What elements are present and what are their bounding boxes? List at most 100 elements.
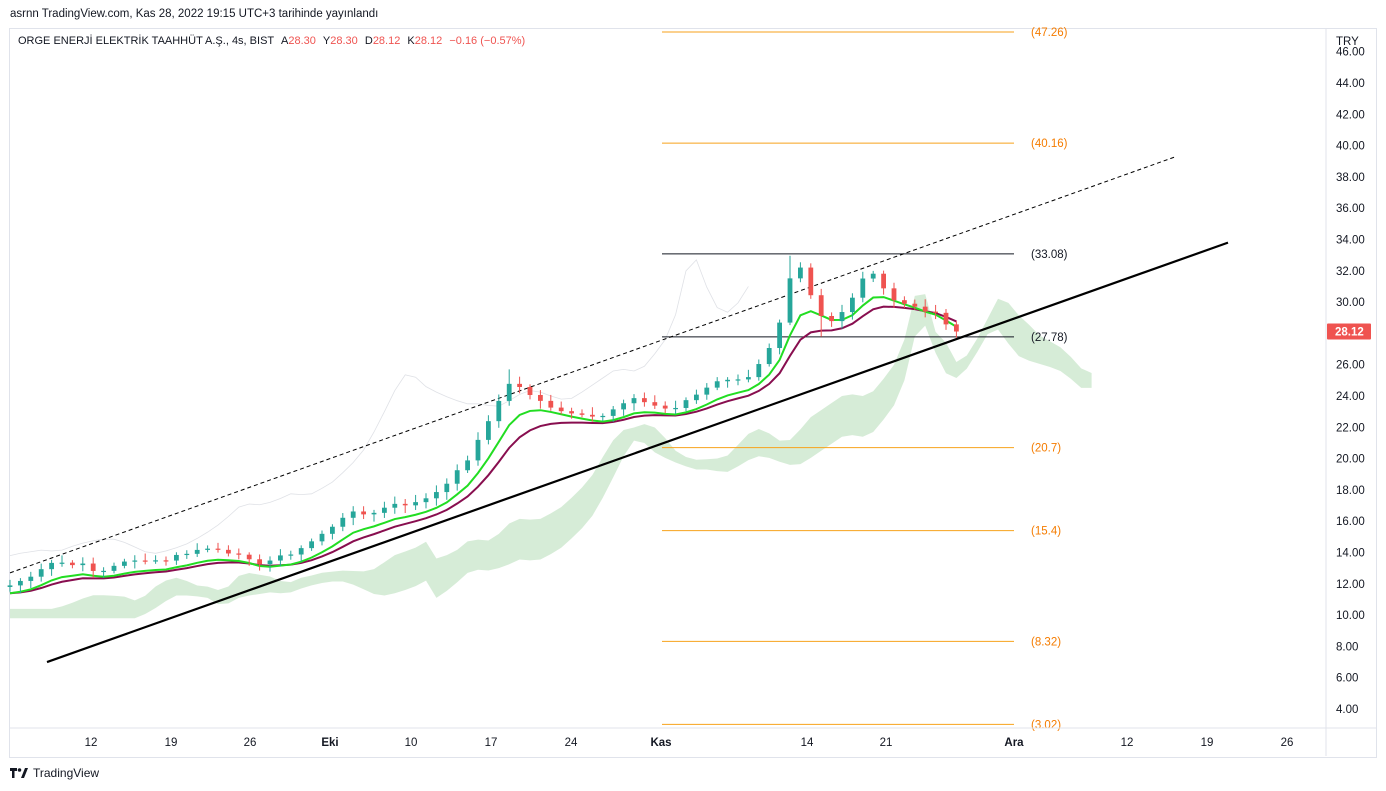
candle-body [891, 288, 897, 301]
low-label: D [364, 35, 373, 47]
open-value: 28.30 [288, 35, 316, 47]
candle-body [392, 503, 398, 508]
candle-body [132, 560, 138, 562]
candle-body [215, 548, 221, 550]
candle-body [829, 315, 834, 322]
time-tick-label: Ara [1004, 737, 1024, 749]
time-tick-label: 12 [85, 737, 98, 749]
close-value: 28.12 [414, 35, 443, 47]
candle-body [59, 562, 65, 564]
price-tick-label: 18.00 [1336, 485, 1365, 497]
trend-lines[interactable] [9, 156, 1229, 664]
candle-body [122, 561, 127, 566]
candle-body [361, 511, 366, 515]
candle-body [465, 460, 470, 471]
ema-slow-line [9, 305, 957, 595]
price-tick-label: 16.00 [1336, 516, 1365, 528]
symbol-name[interactable]: ORGE ENERJİ ELEKTRİK TAAHHÜT A.Ş., 4s, B… [18, 35, 274, 47]
price-tick-label: 6.00 [1336, 673, 1358, 685]
footer-brand-text: TradingView [33, 766, 100, 780]
price-tick-label: 34.00 [1336, 235, 1365, 247]
candle-body [610, 409, 616, 416]
candle-body [90, 563, 96, 571]
candle-body [694, 394, 699, 401]
candle-body [735, 379, 741, 381]
price-tick-label: 32.00 [1336, 266, 1365, 278]
candle-body [454, 470, 460, 484]
candle-body [777, 322, 782, 349]
time-tick-label: 10 [405, 737, 418, 749]
candle-body [174, 554, 179, 561]
fib-level-label: (33.08) [1031, 249, 1068, 261]
last-price-label: 28.12 [1335, 327, 1364, 339]
candle-body [70, 562, 75, 566]
symbol-legend: ORGE ENERJİ ELEKTRİK TAAHHÜT A.Ş., 4s, B… [18, 35, 525, 47]
fib-level-label: (8.32) [1031, 636, 1061, 648]
candle-body [111, 565, 117, 571]
time-tick-label: 19 [165, 737, 178, 749]
candle-body [652, 402, 658, 406]
candle-body [860, 278, 866, 298]
candle-body [850, 297, 855, 313]
time-tick-label: 24 [565, 737, 578, 749]
time-tick-label: 26 [244, 737, 257, 749]
price-tick-label: 22.00 [1336, 422, 1365, 434]
fib-level-label: (40.16) [1031, 138, 1068, 150]
candle-body [153, 560, 158, 562]
candle-body [371, 512, 377, 515]
change-value: −0.16 (−0.57%) [449, 35, 526, 47]
candle-body [423, 498, 429, 503]
time-tick-label: 26 [1281, 737, 1294, 749]
candle-body [787, 278, 793, 323]
candle-body [714, 381, 720, 388]
candle-body [590, 414, 595, 417]
candle-body [184, 553, 190, 556]
candle-body [631, 398, 637, 404]
price-tick-label: 40.00 [1336, 141, 1365, 153]
candle-body [486, 421, 491, 440]
candle-body [319, 533, 325, 542]
candle-body [621, 403, 626, 410]
candle-body [246, 554, 252, 560]
price-tick-label: 10.00 [1336, 610, 1365, 622]
last-price-tag [1327, 323, 1371, 340]
candle-body [943, 312, 949, 325]
fib-level-label: (20.7) [1031, 443, 1061, 455]
candle-body [756, 364, 762, 378]
candle-body [798, 267, 803, 279]
price-tick-label: 14.00 [1336, 548, 1365, 560]
candle-body [808, 267, 814, 296]
candle-body [257, 559, 262, 565]
candle-body [818, 295, 824, 316]
candle-body [340, 517, 346, 527]
time-axis[interactable]: 12 19 26 Eki 10 17 24 Kas 14 21 Ara 12 19 26 [10, 727, 1376, 749]
candle-body [142, 560, 148, 562]
candle-body [725, 379, 730, 382]
price-tick-label: 20.00 [1336, 454, 1365, 466]
cloud-area [10, 294, 1092, 619]
candle-body [101, 570, 106, 573]
chart-frame[interactable] [9, 28, 1377, 758]
candle-body [579, 413, 585, 415]
candle-body [80, 563, 86, 566]
candle-body [527, 386, 533, 395]
candle-body [569, 411, 574, 414]
time-tick-label: Kas [650, 737, 671, 749]
candle-body [746, 377, 751, 380]
candle-body [548, 400, 554, 408]
candle-body [642, 398, 647, 403]
candle-body [881, 273, 886, 289]
candle-body [954, 324, 959, 332]
fib-level-label: (3.02) [1031, 719, 1061, 731]
candle-body [496, 400, 502, 422]
support-trend-line [46, 241, 1229, 664]
candle-body [517, 383, 522, 387]
candle-body [558, 407, 564, 412]
time-tick-label: 19 [1201, 737, 1214, 749]
candle-body [226, 549, 231, 554]
high-label: Y [322, 35, 331, 47]
candle-body [922, 306, 928, 312]
fibonacci-levels[interactable]: (47.26) (40.16) (33.08) (27.78) (20.7) (15.4)… [662, 27, 1068, 731]
